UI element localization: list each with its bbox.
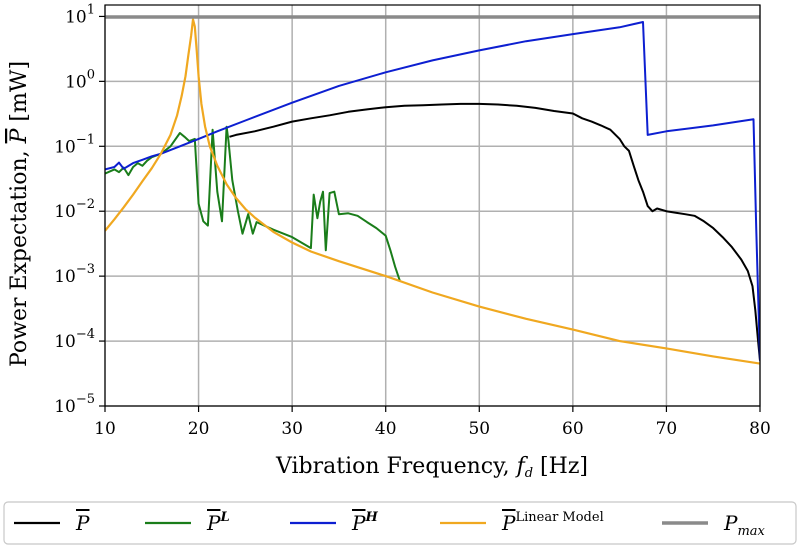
legend-label-p: P [75,511,90,535]
x-axis-label: Vibration Frequency, fd [Hz] [275,454,588,481]
y-axis-label-suffix: [mW] [7,61,32,129]
y-tick-label: 10−2 [54,197,95,222]
legend: P PL PH PLinear Model Pmax [4,502,796,544]
y-tick-label: 101 [65,2,95,27]
x-tick-label: 70 [656,419,678,439]
series-layer [105,17,760,364]
x-tick-label: 80 [749,419,771,439]
y-tick-label: 10−5 [54,392,95,417]
x-axis-label-sub: d [525,466,533,481]
y-axis-label: Power Expectation, P [mW] [7,61,32,367]
x-tick-label: 10 [94,419,116,439]
series-line-p [229,104,760,361]
x-tick-label: 50 [468,419,490,439]
plot-frame [105,5,760,406]
y-tick-label: 10−4 [54,327,95,352]
grid [105,5,760,406]
y-axis-label-var: P [7,127,32,144]
x-tick-label: 20 [188,419,210,439]
series-line-p-h [105,22,760,361]
series-line-p-lin [105,19,760,363]
x-axis-label-suffix: [Hz] [533,454,588,479]
y-tick-label: 10−3 [54,262,95,287]
x-tick-label: 60 [562,419,584,439]
y-tick-label: 10−1 [54,132,95,157]
y-axis-ticks: 10−5 10−4 10−3 10−2 10−1 100 101 [54,2,105,417]
y-axis-label-prefix: Power Expectation, [7,143,32,367]
x-axis-label-prefix: Vibration Frequency, [275,454,517,479]
y-tick-label: 100 [65,67,95,92]
x-tick-label: 30 [281,419,303,439]
x-axis-ticks: 10 20 30 40 50 60 70 80 [94,406,771,439]
series-line-p-l [105,127,400,281]
x-tick-label: 40 [375,419,397,439]
